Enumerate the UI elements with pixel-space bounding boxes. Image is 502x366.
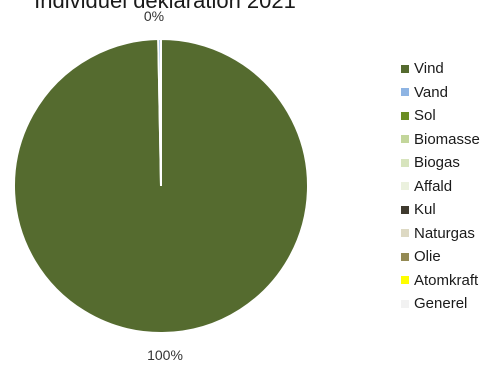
legend-item-vand: Vand xyxy=(401,81,480,105)
legend-item-naturgas: Naturgas xyxy=(401,222,480,246)
legend-item-kul: Kul xyxy=(401,198,480,222)
legend-swatch xyxy=(401,206,409,214)
chart-legend: Vind Vand Sol Biomasse Biogas Affald Kul Naturg… xyxy=(401,57,480,316)
legend-swatch xyxy=(401,253,409,261)
legend-swatch xyxy=(401,229,409,237)
legend-label: Biogas xyxy=(414,154,460,171)
legend-label: Vind xyxy=(414,60,444,77)
legend-label: Generel xyxy=(414,295,467,312)
legend-label: Sol xyxy=(414,107,436,124)
legend-swatch xyxy=(401,276,409,284)
legend-item-vind: Vind xyxy=(401,57,480,81)
legend-swatch xyxy=(401,112,409,120)
legend-label: Affald xyxy=(414,178,452,195)
legend-label: Biomasse xyxy=(414,131,480,148)
legend-item-biomasse: Biomasse xyxy=(401,128,480,152)
legend-item-biogas: Biogas xyxy=(401,151,480,175)
legend-swatch xyxy=(401,300,409,308)
legend-label: Kul xyxy=(414,201,436,218)
data-label: 100% xyxy=(147,347,183,363)
legend-label: Vand xyxy=(414,84,448,101)
legend-swatch xyxy=(401,65,409,73)
legend-item-sol: Sol xyxy=(401,104,480,128)
legend-item-olie: Olie xyxy=(401,245,480,269)
legend-swatch xyxy=(401,88,409,96)
legend-swatch xyxy=(401,182,409,190)
legend-item-generel: Generel xyxy=(401,292,480,316)
data-label: 0% xyxy=(144,8,164,24)
legend-label: Atomkraft xyxy=(414,272,478,289)
legend-item-atomkraft: Atomkraft xyxy=(401,269,480,293)
legend-item-affald: Affald xyxy=(401,175,480,199)
legend-label: Olie xyxy=(414,248,441,265)
legend-swatch xyxy=(401,159,409,167)
legend-swatch xyxy=(401,135,409,143)
legend-label: Naturgas xyxy=(414,225,475,242)
